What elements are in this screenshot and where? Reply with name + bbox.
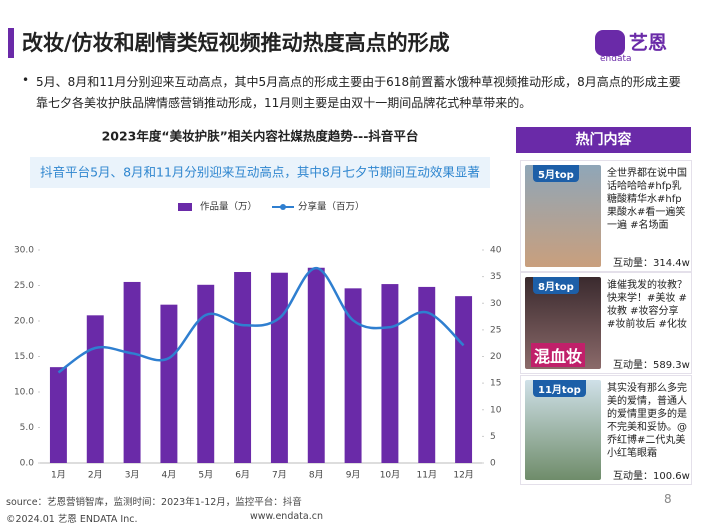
chart-title: 2023年度“美妆护肤”相关内容社媒热度趋势---抖音平台: [102, 129, 419, 144]
card-image: 11月top: [525, 380, 601, 480]
page-title: 改妆/仿妆和剧情类短视频推动热度高点的形成: [22, 31, 450, 55]
card-badge: 8月top: [533, 277, 579, 294]
y-tick-label: 30.0: [14, 246, 34, 256]
x-tick-label: 11月: [417, 470, 437, 481]
x-tick-label: 10月: [380, 470, 400, 481]
y2-tick-label: 5: [490, 432, 496, 442]
title-bar: [8, 28, 14, 58]
bar: [381, 284, 399, 463]
bullet-text: 5月、8月和11月分别迎来互动高点，其中5月高点的形成主要由于618前置蓄水饿种…: [36, 75, 681, 110]
site: www.endata.cn: [250, 511, 323, 522]
content-card: 11月top 其实没有那么多完美的爱情，普通人的爱情里更多的是不完美和妥协。@乔红…: [520, 375, 692, 485]
legend-label: 分享量（百万）: [298, 201, 365, 213]
y2-tick-label: 10: [490, 405, 502, 415]
x-tick-label: 5月: [198, 470, 213, 481]
card-interaction: 互动量：100.6w: [613, 471, 690, 482]
bar: [123, 281, 141, 463]
y2-tick-label: 25: [490, 325, 501, 335]
card-text: 谁催我发的妆教？快来学！#美妆 #妆教 #妆容分享 #妆前妆后 #化妆: [607, 280, 687, 330]
copyright: ©2024.01 艺恩 ENDATA Inc.: [6, 514, 138, 525]
x-tick-label: 3月: [125, 470, 140, 481]
legend-swatch: [178, 203, 192, 211]
bar: [197, 284, 215, 463]
image-caption: 混血妆: [531, 343, 586, 367]
x-tick-label: 6月: [235, 470, 250, 481]
x-tick-label: 8月: [309, 470, 324, 481]
y2-tick-label: 15: [490, 379, 501, 389]
bar: [344, 288, 362, 463]
card-interaction: 互动量：589.3w: [613, 360, 690, 371]
bullet-dot: •: [22, 73, 30, 87]
y2-tick-label: 20: [490, 352, 502, 362]
card-badge: 5月top: [533, 165, 579, 182]
content-card: 8月top 混血妆 谁催我发的妆教？快来学！#美妆 #妆教 #妆容分享 #妆前妆后 …: [520, 272, 692, 374]
y-tick-label: 0.0: [20, 459, 35, 469]
card-image: 8月top 混血妆: [525, 277, 601, 369]
legend-label: 作品量（万）: [200, 201, 257, 213]
page-number: 8: [664, 492, 672, 506]
source: source：艺恩营销智库，监测时间：2023年1-12月，监控平台：抖音: [6, 497, 302, 508]
panel-title: 热门内容: [516, 127, 691, 153]
y-tick-label: 25.0: [14, 281, 34, 291]
legend-swatch: [280, 204, 286, 210]
card-interaction: 互动量：314.4w: [613, 258, 690, 269]
chart: 2023年度“美妆护肤”相关内容社媒热度趋势---抖音平台 抖音平台5月、8月和…: [14, 129, 502, 481]
card-badge: 11月top: [533, 380, 586, 397]
y-tick-label: 20.0: [14, 317, 34, 327]
chart-subtitle: 抖音平台5月、8月和11月分别迎来互动高点，其中8月七夕节期间互动效果显著: [40, 165, 480, 180]
logo-en: endata: [600, 54, 632, 64]
logo-cn: 艺恩: [629, 32, 668, 54]
card-text: 其实没有那么多完美的爱情，普通人的爱情里更多的是不完美和妥协。@乔红博#二代丸美…: [607, 383, 687, 459]
bar: [418, 286, 436, 463]
bar: [455, 296, 473, 463]
x-tick-label: 2月: [88, 470, 103, 481]
content-card: 5月top 全世界都在说中国话哈哈哈#hfp乳糖酸精华水#hfp果酸水#看一遍笑一…: [520, 160, 692, 272]
bar: [234, 272, 252, 463]
card-text: 全世界都在说中国话哈哈哈#hfp乳糖酸精华水#hfp果酸水#看一遍笑一遍 #名场…: [607, 168, 687, 231]
x-tick-label: 7月: [272, 470, 287, 481]
bar: [270, 272, 288, 463]
line: [57, 266, 465, 374]
y-tick-label: 5.0: [20, 423, 35, 433]
x-tick-label: 4月: [162, 470, 177, 481]
subtitle-banner: [30, 157, 490, 188]
card-image: 5月top: [525, 165, 601, 267]
y2-tick-label: 30: [490, 299, 502, 309]
bar: [49, 367, 67, 463]
bar: [86, 315, 104, 463]
y-tick-label: 15.0: [14, 352, 34, 362]
y2-tick-label: 40: [490, 246, 502, 256]
bar: [160, 304, 178, 463]
x-tick-label: 1月: [51, 470, 66, 481]
logo-mark: [595, 30, 625, 56]
x-tick-label: 12月: [453, 470, 473, 481]
y-tick-label: 10.0: [14, 388, 34, 398]
y2-tick-label: 35: [490, 272, 501, 282]
y2-tick-label: 0: [490, 459, 496, 469]
x-tick-label: 9月: [346, 470, 361, 481]
bar: [307, 267, 325, 463]
